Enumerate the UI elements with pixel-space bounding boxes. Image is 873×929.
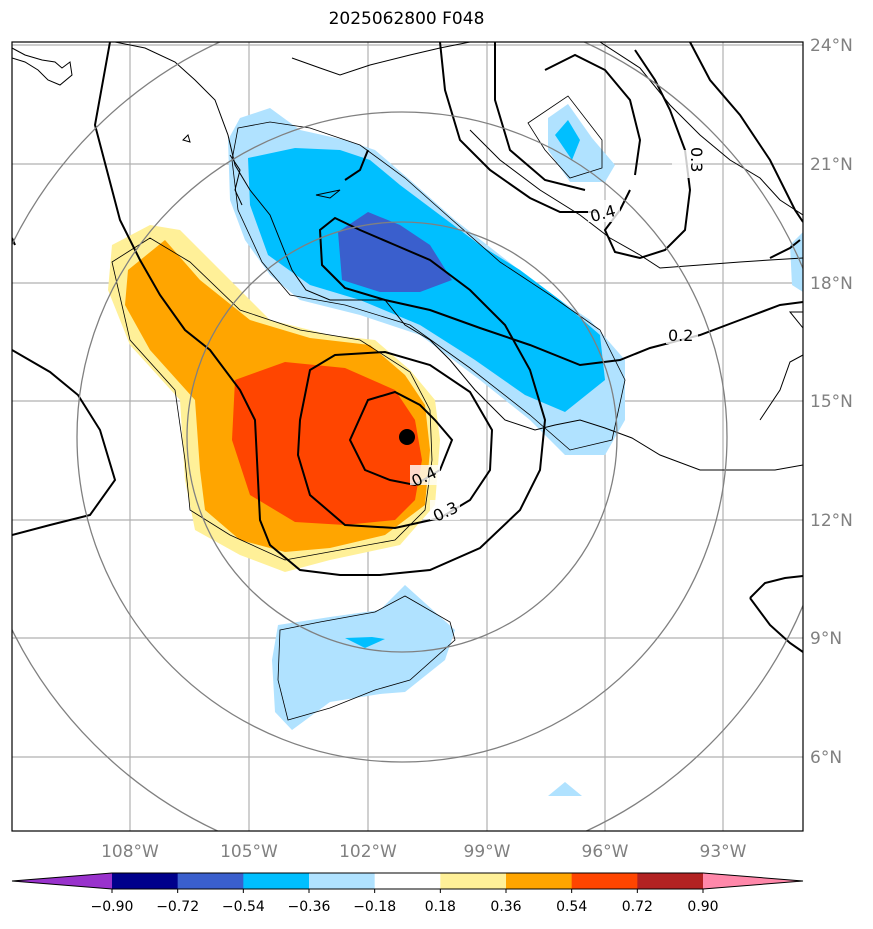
contour-0.4-center: [348, 390, 454, 487]
lat-tick: 12°N: [810, 511, 853, 531]
lat-tick: 24°N: [810, 36, 853, 56]
lat-tick: 18°N: [810, 274, 853, 294]
contour-labels: 0.4 0.3 0.2 0.3 0.4: [409, 147, 706, 526]
contour-0.3-north: [439, 42, 598, 213]
lat-tick: 6°N: [810, 748, 842, 768]
colorbar-segment: [243, 873, 310, 889]
lon-tick-labels: 108°W 105°W 102°W 99°W 96°W 93°W: [101, 842, 747, 862]
colorbar-extend-low: [12, 873, 112, 889]
lon-tick: 93°W: [700, 842, 747, 862]
contour-0.2-center: [93, 42, 803, 576]
thick-contours: [12, 42, 803, 653]
colorbar-segment: [374, 873, 441, 889]
lon-tick: 99°W: [464, 842, 511, 862]
colorbar-segment: [506, 873, 573, 889]
contour-0.4-north: [494, 42, 586, 191]
contour-0.3-center: [296, 350, 494, 530]
contour-label: 0.3: [687, 147, 706, 172]
colorbar-segment: [637, 873, 704, 889]
negative-shade-top-inner: [555, 120, 580, 160]
negative-shade-east-edge: [790, 232, 803, 292]
shaded-field: [108, 104, 803, 796]
thin-contours: [111, 95, 626, 721]
colorbar-tick-label: −0.54: [222, 899, 265, 915]
colorbar-tick-label: −0.72: [156, 899, 199, 915]
map-title: 2025062800 F048: [328, 9, 485, 29]
lat-tick: 15°N: [810, 392, 853, 412]
positive-shade-0.54: [232, 362, 422, 525]
lon-tick: 108°W: [101, 842, 159, 862]
colorbar-segment: [309, 873, 376, 889]
lon-tick: 105°W: [220, 842, 278, 862]
contour-label: 0.2: [668, 326, 693, 345]
negative-shade-south-inner: [345, 637, 385, 648]
colorbar-tick-label: −0.90: [91, 899, 134, 915]
negative-shade-top: [548, 104, 615, 182]
colorbar-segment: [440, 873, 507, 889]
colorbar-tick-label: 0.54: [556, 899, 587, 915]
lon-tick: 96°W: [582, 842, 629, 862]
lat-tick-labels: 24°N 21°N 18°N 15°N 12°N 9°N 6°N: [810, 36, 853, 768]
negative-shade-bottom-speck: [548, 782, 582, 796]
colorbar-segment: [112, 873, 179, 889]
lat-tick: 21°N: [810, 155, 853, 175]
colorbar-extend-high: [703, 873, 803, 889]
map-plot-area: [12, 42, 803, 831]
coastlines: [12, 42, 803, 471]
colorbar-tick-label: 0.18: [425, 899, 456, 915]
negative-shade-south: [272, 585, 455, 730]
lat-tick: 9°N: [810, 629, 842, 649]
colorbar-tick-label: 0.72: [622, 899, 653, 915]
colorbar-tick-label: −0.18: [353, 899, 396, 915]
colorbar-tick-label: 0.36: [490, 899, 521, 915]
lon-tick: 102°W: [339, 842, 397, 862]
colorbar-segment: [177, 873, 244, 889]
storm-center-marker: [399, 429, 415, 445]
range-rings: [12, 42, 803, 831]
colorbar: −0.90 −0.72 −0.54 −0.36 −0.18 0.18 0.36 0.54 0.7…: [11, 872, 804, 915]
colorbar-tick-label: 0.90: [687, 899, 718, 915]
colorbar-segment: [571, 873, 638, 889]
colorbar-tick-label: −0.36: [288, 899, 331, 915]
map-frame: [11, 41, 804, 832]
